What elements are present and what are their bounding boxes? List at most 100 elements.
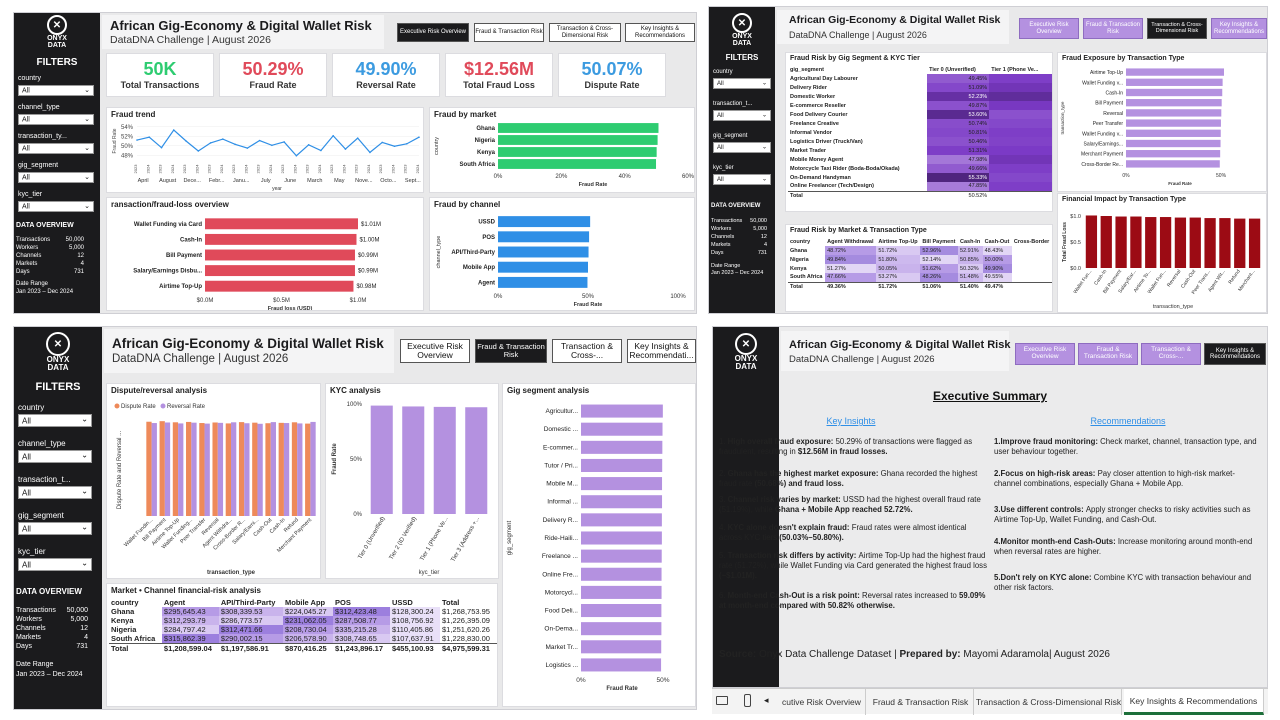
year-tick: 2023 — [207, 164, 212, 174]
desktop-view-icon[interactable] — [716, 696, 728, 705]
chevron-down-icon: ⌄ — [761, 80, 767, 87]
filter-dropdown[interactable]: All ⌄ — [18, 558, 92, 571]
filter-dropdown[interactable]: All ⌄ — [18, 85, 94, 96]
insight-tail: Ghana + Mobile App reached 52.72%. — [774, 505, 913, 515]
table-cell: $107,637.91 — [389, 634, 441, 644]
filter-dropdown[interactable]: All ⌄ — [713, 78, 771, 89]
fraud-trend-card: Fraud trend 54% 52% 50% 48% Fraud Rate 2023 20… — [106, 107, 424, 193]
y-tick-label: $1.0 — [1070, 214, 1081, 220]
nav-insights-4[interactable]: Key Insights & Recommendations — [1204, 343, 1266, 365]
overview-row: Markets 4 — [711, 242, 767, 248]
filter-dropdown[interactable]: All ⌄ — [18, 114, 94, 125]
insight-number: 6. — [719, 591, 728, 600]
nav-insights-3[interactable]: Key Insights & Recommendati... — [627, 339, 696, 363]
kpi-label: Dispute Rate — [584, 80, 640, 90]
filter-dropdown[interactable]: All ⌄ — [18, 522, 92, 535]
bar-reversal — [257, 423, 263, 516]
filter-dropdown[interactable]: All ⌄ — [18, 486, 92, 499]
year-tick: 2024 — [268, 164, 273, 174]
table-cell: 50.52% — [927, 190, 990, 200]
nav-insights-2[interactable]: Key Insights & Recommendations — [1211, 18, 1267, 39]
page-header-4: African Gig-Economy & Digital Wallet Ris… — [781, 331, 1010, 371]
table-cell — [989, 190, 1052, 200]
table-cell: 51.06% — [920, 281, 959, 291]
fraud-by-market-card: Fraud by market Ghana Nigeria Kenya South A… — [429, 107, 695, 193]
nav-fraud-transaction-4[interactable]: Fraud & Transaction Risk — [1078, 343, 1138, 365]
insight-tail: $12.56M in fraud losses. — [797, 447, 888, 457]
table-row: Food Delivery Courier 53.60% — [788, 110, 1052, 119]
nav-executive-overview[interactable]: Executive Risk Overview — [397, 23, 469, 42]
table-cell: 49.84% — [825, 255, 877, 264]
nav-executive-overview-3[interactable]: Executive Risk Overview — [400, 339, 470, 363]
chevron-down-icon: ⌄ — [84, 173, 90, 181]
data-label: $0.99M — [358, 253, 378, 259]
kpi-value: 50.29% — [242, 59, 304, 79]
filter-label: gig_segment — [18, 162, 59, 169]
nav-cross-dimensional-4[interactable]: Transaction & Cross-... — [1141, 343, 1201, 365]
loss-overview-chart: Wallet Funding via Card $1.01M Cash-In $1.0… — [133, 218, 381, 310]
tab-cross-dimensional[interactable]: Transaction & Cross-Dimensional Risk — [976, 689, 1122, 715]
nav-cross-dimensional-2[interactable]: Transaction & Cross-Dimensional Risk — [1147, 18, 1207, 39]
nav-insights[interactable]: Key Insights & Recommendations — [625, 23, 695, 42]
nav-executive-overview-4[interactable]: Executive Risk Overview — [1015, 343, 1075, 365]
table-cell: 49.55% — [982, 273, 1012, 282]
logo-icon-2: ✕ — [732, 13, 752, 33]
nav-executive-overview-2[interactable]: Executive Risk Overview — [1019, 18, 1079, 39]
category-label: Tier 1 (Phone Ve... — [420, 516, 450, 562]
filter-value: All — [22, 416, 31, 425]
insight-text: 50.29% of transactions were flagged as f… — [719, 437, 973, 457]
bar — [1126, 119, 1221, 127]
category-label: USSD — [478, 220, 495, 226]
nav-cross-dimensional-3[interactable]: Transaction & Cross-... — [552, 339, 622, 363]
insight-number: 5. — [719, 551, 728, 560]
insight-heading: High overall fraud exposure: — [727, 437, 836, 446]
table-cell: 49.66% — [927, 164, 990, 173]
prev-tab-icon[interactable]: ◂ — [764, 695, 769, 705]
filter-dropdown[interactable]: All ⌄ — [18, 172, 94, 183]
filter-dropdown[interactable]: All ⌄ — [18, 450, 92, 463]
table-cell: $110,405.86 — [389, 625, 441, 634]
table-cell: Freelance Creative — [790, 120, 839, 127]
recommendation-item: 2.Focus on high-risk areas: Pay closer a… — [994, 469, 1262, 489]
filter-dropdown[interactable]: All ⌄ — [18, 414, 92, 427]
tab-executive-overview[interactable]: cutive Risk Overview — [778, 689, 866, 715]
overview-value: 4 — [84, 634, 88, 641]
category-label: E-commer... — [543, 444, 578, 451]
nav-fraud-transaction[interactable]: Fraud & Transaction Risk — [474, 23, 544, 42]
y-axis-label: Fraud Rate — [332, 443, 338, 475]
kpi-label: Fraud Rate — [249, 80, 297, 90]
bar — [1189, 217, 1201, 268]
year-tick: 2024 — [194, 164, 199, 174]
nav-cross-dimensional[interactable]: Transaction & Cross-Dimensional Risk — [549, 23, 621, 42]
overview-value: 4 — [80, 261, 84, 267]
y-tick-label: 48% — [121, 153, 134, 159]
insight-tail: (50.03%–50.80%). — [779, 533, 844, 543]
nav-fraud-transaction-2[interactable]: Fraud & Transaction Risk — [1083, 18, 1143, 39]
filter-dropdown[interactable]: All ⌄ — [18, 201, 94, 212]
table-header: country — [790, 238, 811, 245]
table-cell: 49.87% — [927, 101, 990, 110]
filter-dropdown[interactable]: All ⌄ — [713, 142, 771, 153]
table-cell: Total — [109, 643, 162, 653]
panel-insights: ✕ ONYX DATA African Gig-Economy & Digita… — [712, 326, 1268, 688]
tab-insights[interactable]: Key Insights & Recommendations — [1124, 689, 1264, 715]
table-cell: Kenya — [111, 616, 134, 625]
mobile-view-icon[interactable] — [744, 694, 751, 707]
impact-title: Financial Impact by Transaction Type — [1062, 196, 1186, 203]
filter-value: All — [22, 145, 30, 152]
date-range-label-2: Date Range — [711, 263, 741, 269]
trend-point — [418, 136, 420, 138]
overview-row: Transactions 50,000 — [16, 237, 84, 243]
table-cell: 51.62% — [920, 264, 959, 273]
filter-dropdown[interactable]: All ⌄ — [713, 110, 771, 121]
table-cell: 51.72% — [876, 281, 921, 291]
filter-dropdown[interactable]: All ⌄ — [18, 143, 94, 154]
trend-point — [172, 129, 175, 131]
table-row: Logistics Driver (Truck/Van) 50.46% — [788, 137, 1052, 146]
table-cell: 49.36% — [825, 281, 877, 291]
filter-dropdown[interactable]: All ⌄ — [713, 174, 771, 185]
table-cell: 47.85% — [927, 182, 990, 191]
category-label: API/Third-Party — [451, 250, 495, 256]
tab-fraud-transaction[interactable]: Fraud & Transaction Risk — [868, 689, 974, 715]
nav-fraud-transaction-3[interactable]: Fraud & Transaction Risk — [475, 339, 547, 363]
